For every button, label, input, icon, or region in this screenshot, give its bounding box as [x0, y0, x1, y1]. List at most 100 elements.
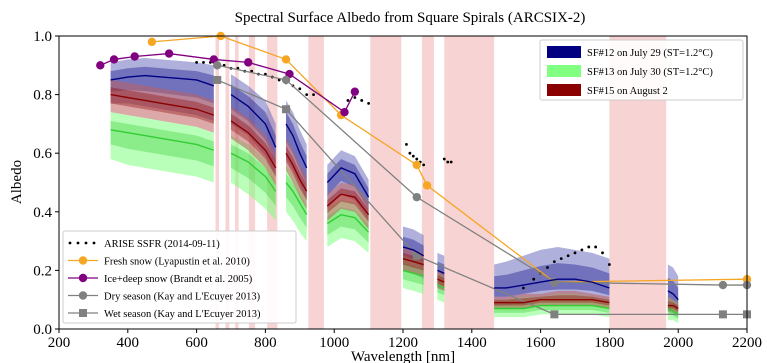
series-0-innerband-2	[286, 112, 307, 184]
series-2-mean-7	[667, 304, 679, 310]
ref-0-point-18	[346, 99, 350, 102]
ref-0-point-25	[415, 157, 419, 161]
y-tick-label-1: 0.2	[33, 263, 52, 279]
x-tick-label-0: 200	[48, 335, 71, 351]
ref-0-point-17	[312, 93, 315, 96]
ref-0-point-39	[580, 248, 584, 252]
series-0-mean-1	[230, 94, 277, 148]
series-1-innerband-1	[231, 144, 276, 206]
series-2-mean-3	[326, 193, 370, 216]
shaded-band-5	[308, 36, 324, 329]
chart-title: Spectral Surface Albedo from Square Spir…	[235, 10, 586, 26]
series-1-mean-5	[437, 284, 445, 289]
series-2-band-1	[231, 106, 276, 186]
series-0-mean-2	[285, 123, 308, 169]
ref-2-marker-8	[350, 87, 360, 96]
x-tick-label-4: 1000	[319, 335, 349, 351]
legend-lower-dot-0-2	[84, 241, 88, 245]
ref-1-marker-4	[412, 160, 421, 170]
ref-3-marker-0	[213, 61, 222, 70]
y-tick-label-0: 0.0	[33, 322, 52, 338]
legend-lower-dot-0-0	[68, 241, 72, 245]
series-1-innerband-0	[110, 120, 214, 167]
legend-upper-swatch-1	[547, 65, 581, 77]
ref-0-point-31	[522, 286, 525, 290]
x-tick-label-8: 1800	[594, 335, 624, 351]
reference-series	[96, 31, 752, 319]
legend-lower-marker-2	[78, 273, 88, 283]
ref-0-point-1	[202, 60, 205, 64]
ref-2-marker-3	[164, 49, 174, 58]
series-1-mean-4	[402, 269, 424, 277]
shaded-band-8	[444, 36, 495, 329]
ref-0-point-43	[608, 263, 611, 266]
ref-4-marker-2	[412, 251, 421, 260]
chart-title-group: Spectral Surface Albedo from Square Spir…	[235, 10, 586, 26]
legend-lower-marker-3	[78, 291, 88, 300]
y-tick-label-2: 0.4	[33, 205, 52, 221]
ref-0-point-41	[594, 245, 598, 249]
x-tick-label-9: 2000	[663, 335, 693, 351]
x-tick-label-5: 1200	[388, 335, 418, 351]
series-1-band-1	[231, 135, 276, 221]
ref-0-point-34	[546, 266, 549, 269]
legend-lower-label-4: Wet season (Kay and L'Ecuyer 2013)	[104, 309, 261, 320]
ref-1-line	[151, 35, 748, 283]
series-2-innerband-0	[110, 87, 214, 124]
ref-0-point-28	[442, 157, 446, 161]
y-tick-label-4: 0.8	[33, 88, 52, 104]
series-0-mean-5	[437, 269, 445, 274]
series-1-innerband-2	[286, 173, 307, 228]
ref-2-marker-1	[109, 55, 119, 64]
ref-0-point-36	[559, 257, 563, 261]
ref-0-point-37	[566, 254, 570, 258]
shaded-band-1	[225, 36, 230, 329]
legend-lower-frame	[62, 230, 297, 324]
series-1-mean-1	[230, 152, 277, 192]
ref-1-marker-5	[422, 181, 432, 190]
series-1-mean-0	[110, 129, 215, 151]
legend-lower: ARISE SSFR (2014-09-11) Fresh snow (Lyapu…	[62, 230, 297, 324]
legend-upper-swatch-0	[547, 46, 581, 58]
series-2-mean-4	[402, 258, 424, 266]
series-2-mean-0	[110, 93, 215, 116]
x-tick-label-1: 400	[117, 335, 140, 351]
ref-2-marker-0	[96, 61, 105, 70]
series-1-mean-3	[326, 213, 370, 233]
series-0-band-6	[494, 246, 610, 306]
y-axis-label: Albedo	[9, 160, 25, 204]
legend-lower-marker-1	[78, 256, 88, 265]
legend-upper-label-2: SF#15 on August 2	[587, 86, 668, 97]
series-2-mean-2	[285, 152, 308, 192]
series-0-mean-6	[494, 278, 610, 289]
x-tick-label-3: 800	[254, 335, 277, 351]
series-mean-lines	[110, 74, 679, 315]
legend-lower-label-1: Fresh snow (Lyapustin et al. 2010)	[104, 257, 250, 268]
ref-4-marker-3	[550, 310, 559, 319]
y-axis-ticks: 0.0 0.2 0.4 0.6 0.8 1.0	[33, 29, 59, 338]
ref-1-marker-0	[147, 37, 157, 47]
series-0-mean-3	[326, 167, 370, 198]
series-0-mean-0	[110, 74, 215, 87]
series-0-innerband-1	[231, 84, 276, 162]
series-2-band-3	[327, 182, 369, 230]
series-1-band-0	[110, 112, 214, 183]
series-1-mean-7	[667, 307, 679, 315]
legend-lower-label-0: ARISE SSFR (2014-09-11)	[104, 239, 220, 250]
series-1-mean-2	[285, 182, 308, 216]
ref-0-point-19	[353, 96, 357, 99]
legend-lower-dot-0-3	[92, 241, 96, 245]
series-2-band-0	[110, 79, 214, 133]
series-0-mean-4	[402, 246, 424, 257]
ref-0-point-15	[298, 87, 302, 91]
series-1-mean-6	[494, 304, 610, 310]
shaded-band-0	[215, 36, 219, 329]
ref-0-point-23	[408, 151, 412, 155]
y-tick-label-3: 0.6	[33, 146, 52, 162]
series-2-mean-6	[494, 299, 610, 304]
x-axis-ticks: 200 400 600 800 1000 1200 1400 1600 1800 2000 2200	[48, 329, 762, 351]
legend-upper-label-0: SF#12 on July 29 (ST=1.2°C)	[587, 48, 713, 59]
legend-lower-dot-0-1	[76, 241, 80, 245]
ref-0-point-21	[367, 101, 370, 105]
x-tick-label-10: 2200	[732, 335, 762, 351]
